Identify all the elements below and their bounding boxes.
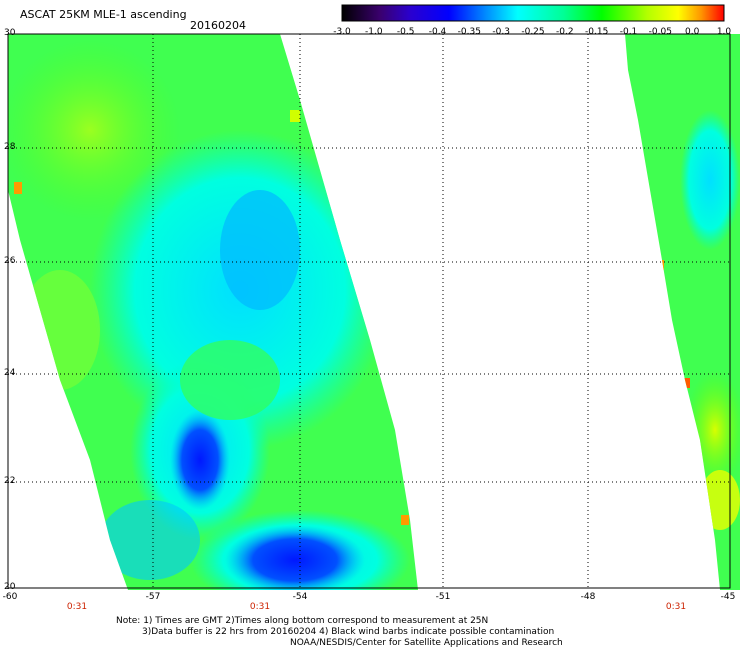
- colorbar-label: -0.2: [556, 27, 574, 37]
- swath-west: [8, 34, 418, 590]
- time-label-west: 0:31: [66, 602, 88, 612]
- lon-label-45: -45: [720, 592, 736, 602]
- colorbar-gradient: [341, 4, 725, 22]
- colorbar-label: -0.3: [492, 27, 510, 37]
- colorbar-label: -0.25: [521, 27, 545, 37]
- colorbar-label: 0.0: [684, 27, 700, 37]
- note-line-3: NOAA/NESDIS/Center for Satellite Applica…: [290, 638, 563, 648]
- colorbar-label: -3.0: [333, 27, 351, 37]
- time-label-east: 0:31: [665, 602, 687, 612]
- lon-label-54: -54: [292, 592, 308, 602]
- lat-label-22: 22: [4, 476, 16, 486]
- colorbar-label: -0.35: [457, 27, 481, 37]
- map-title: ASCAT 25KM MLE-1 ascending: [20, 8, 187, 21]
- time-label-middle: 0:31: [249, 602, 271, 612]
- grid-lines: [8, 33, 730, 588]
- colorbar-label: -0.1: [619, 27, 638, 37]
- colorbar: [341, 4, 725, 22]
- colorbar-label: -0.05: [648, 27, 672, 37]
- note-line-1: Note: 1) Times are GMT 2)Times along bot…: [116, 616, 489, 626]
- lon-label-57: -57: [145, 592, 161, 602]
- lat-label-30: 30: [4, 28, 16, 38]
- colorbar-label: -0.4: [428, 27, 447, 37]
- lat-label-24: 24: [4, 368, 16, 378]
- lat-label-28: 28: [4, 142, 16, 152]
- note-line-2: 3)Data buffer is 22 hrs from 20160204 4)…: [142, 627, 555, 637]
- colorbar-label: -0.15: [585, 27, 609, 37]
- lon-label-60: -60: [2, 592, 18, 602]
- lat-label-26: 26: [4, 256, 16, 266]
- map-date: 20160204: [190, 19, 246, 32]
- colorbar-label: -1.0: [365, 27, 383, 37]
- lat-label-20: 20: [4, 582, 16, 592]
- lon-label-48: -48: [580, 592, 596, 602]
- colorbar-label: -0.5: [396, 27, 415, 37]
- colorbar-label: 1.0: [716, 27, 732, 37]
- swath-east: [625, 34, 740, 590]
- map-frame: [7, 33, 731, 589]
- lon-label-51: -51: [435, 592, 451, 602]
